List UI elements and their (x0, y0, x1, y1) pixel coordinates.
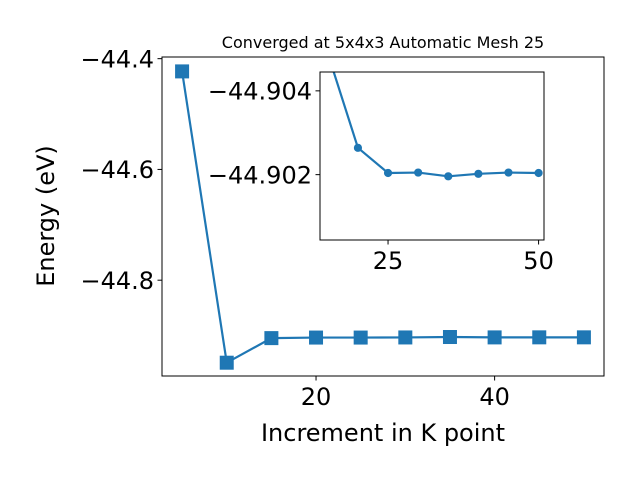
y-tick-label: −44.8 (80, 267, 154, 295)
main-y-ticks: −44.4 −44.6 −44.8 (80, 45, 162, 295)
series-line (332, 72, 539, 178)
data-point (474, 169, 483, 178)
y-tick-label: −44.902 (208, 161, 312, 189)
series-line (181, 71, 584, 364)
main-x-ticks: 20 40 (301, 376, 510, 411)
x-tick-label: 20 (301, 383, 332, 411)
y-axis-label: Energy (eV) (32, 145, 60, 287)
inset-plot-area (332, 72, 543, 181)
inset-y-ticks: −44.904 −44.902 (208, 77, 320, 189)
data-point (264, 331, 279, 346)
data-point (309, 330, 324, 345)
data-point (398, 330, 413, 345)
chart-title: Converged at 5x4x3 Automatic Mesh 25 (222, 33, 544, 52)
data-point (487, 330, 502, 345)
data-point (383, 168, 393, 178)
y-tick-label: −44.904 (208, 77, 312, 105)
main-axes-frame (161, 56, 605, 377)
data-point (175, 64, 190, 79)
inset-axes-frame (319, 71, 545, 241)
main-axes: Converged at 5x4x3 Automatic Mesh 25 20 4… (32, 33, 605, 447)
x-tick-label: 50 (523, 247, 554, 275)
x-tick-label: 40 (479, 383, 510, 411)
x-tick-label: 25 (373, 247, 404, 275)
data-point (444, 172, 453, 181)
data-point (442, 330, 457, 345)
inset-axes: 25 50 −44.904 −44.902 (208, 71, 554, 275)
data-point (353, 330, 368, 345)
main-plot-area (175, 64, 591, 370)
data-point (504, 168, 513, 177)
data-point (534, 168, 543, 178)
x-axis-label: Increment in K point (261, 419, 505, 447)
data-point (414, 168, 423, 177)
inset-background (320, 72, 544, 240)
y-tick-label: −44.6 (80, 156, 154, 184)
data-point (532, 330, 547, 345)
data-point (576, 330, 591, 345)
inset-x-ticks: 25 50 (373, 240, 554, 275)
y-tick-label: −44.4 (80, 45, 154, 73)
data-point (353, 143, 363, 152)
data-point (219, 355, 234, 370)
